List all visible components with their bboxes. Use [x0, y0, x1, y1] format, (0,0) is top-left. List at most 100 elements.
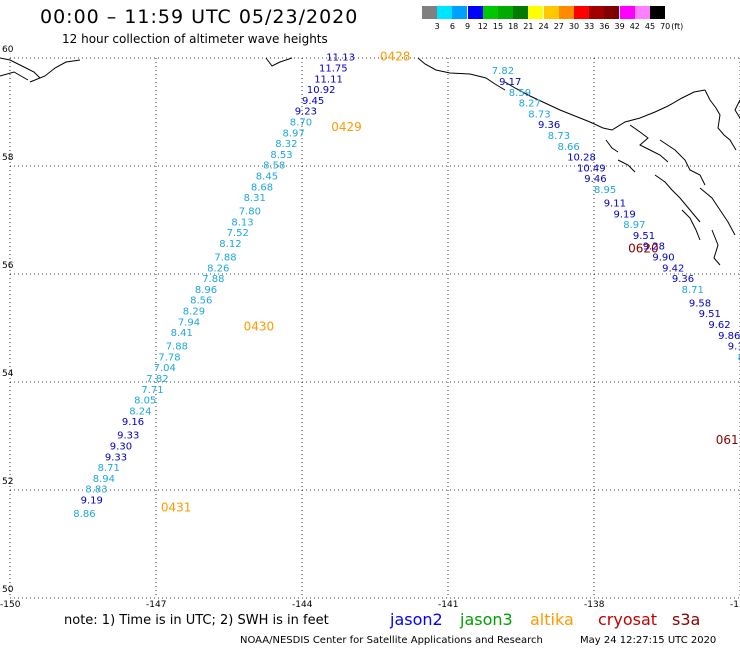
legend-tick-label: 36 — [599, 22, 610, 31]
wave-height-label: 9.16 — [122, 417, 144, 428]
y-tick-label: 52 — [2, 477, 14, 487]
wave-height-label: 9.46 — [584, 174, 606, 185]
wave-height-label: 10.28 — [567, 153, 596, 164]
wave-height-label: 9.58 — [689, 298, 711, 309]
legend-tick-label: 27 — [553, 22, 564, 31]
chart-title: 00:00 – 11:59 UTC 05/23/2020 — [40, 6, 359, 28]
legend-tick-label: 15 — [492, 22, 504, 31]
wave-height-label: 7.80 — [239, 207, 261, 218]
legend-tick-label: 42 — [629, 22, 640, 31]
y-tick-label: 54 — [2, 369, 14, 379]
wave-height-label: 8.68 — [251, 182, 273, 193]
wave-height-label: 8.71 — [98, 463, 120, 474]
legend-swatch — [498, 6, 513, 19]
wave-height-label: 9.33 — [105, 452, 127, 463]
wave-height-label: 7.71 — [141, 385, 163, 396]
coastline-segment — [734, 99, 740, 119]
wave-height-label: 8.58 — [263, 161, 285, 172]
legend-unit: (ft) — [671, 22, 684, 31]
y-tick-label: 50 — [2, 585, 14, 595]
legend-tick-label: 9 — [465, 22, 471, 31]
legend-tick-label: 18 — [508, 22, 519, 31]
x-tick-label: -144 — [292, 600, 313, 610]
time-stamp-label: 0428 — [380, 50, 411, 64]
coastline-segment — [681, 209, 701, 241]
wave-height-label: 10.92 — [307, 85, 336, 96]
wave-height-label: 9.36 — [672, 274, 694, 285]
wave-height-label: 8.96 — [195, 285, 217, 296]
coastline-segment — [699, 187, 736, 236]
coastline-segment — [417, 57, 506, 91]
coastline-segment — [711, 229, 721, 266]
time-stamp-label: 0620 — [628, 241, 659, 255]
wave-height-label: 9.90 — [652, 253, 674, 264]
wave-height-label: 8.70 — [290, 118, 312, 129]
data-points: 11.1311.7511.1110.929.459.238.708.978.32… — [73, 50, 740, 520]
coastline-segment — [0, 57, 81, 83]
wave-height-label: 9.42 — [662, 263, 684, 274]
coastline-segment — [602, 89, 706, 131]
wave-height-label: 11.11 — [314, 74, 343, 85]
wave-height-label: 9.17 — [499, 77, 521, 88]
coastline-segment — [617, 159, 636, 173]
satellite-label: jason2 — [390, 610, 443, 629]
wave-height-label: 8.83 — [85, 485, 107, 496]
wave-height-label: 9.11 — [604, 199, 626, 210]
x-tick-label: -141 — [438, 600, 459, 610]
legend-tick-label: 6 — [449, 22, 455, 31]
wave-height-label: 9.86 — [718, 331, 740, 342]
time-stamp-label: 0429 — [331, 120, 362, 134]
legend-swatch — [422, 6, 437, 19]
wave-height-label: 7.78 — [158, 352, 180, 363]
wave-height-label: 8.29 — [183, 307, 205, 318]
legend-swatch — [558, 6, 574, 19]
x-tick-label: -138 — [584, 600, 605, 610]
x-tick-label: -150 — [0, 600, 21, 610]
legend-swatch — [619, 6, 635, 19]
timestamp: May 24 12:27:15 UTC 2020 — [580, 635, 717, 646]
y-tick-label: 60 — [2, 45, 14, 55]
wave-height-label: 7.04 — [154, 363, 176, 374]
wave-height-label: 9.51 — [633, 231, 655, 242]
wave-height-label: 10.49 — [577, 163, 606, 174]
coastline-segment — [629, 124, 669, 163]
coastline-segment — [659, 139, 706, 186]
y-tick-label: 56 — [2, 261, 14, 271]
wave-height-label: 8.26 — [207, 263, 229, 274]
wave-height-label: 7.88 — [202, 274, 224, 285]
satellite-label: cryosat — [598, 610, 658, 629]
coastline-segment — [265, 57, 293, 67]
wave-height-label: 8.59 — [509, 88, 531, 99]
legend-swatch — [437, 6, 453, 19]
wave-height-label: 8.97 — [283, 128, 305, 139]
legend-tick-label: 12 — [477, 22, 488, 31]
wave-height-label: 7.88 — [166, 342, 188, 353]
legend-tick-label: 24 — [538, 22, 549, 31]
wave-height-label: 8.53 — [270, 150, 292, 161]
legend-swatch — [650, 6, 665, 19]
legend-swatch — [634, 6, 650, 19]
wave-height-label: 8.12 — [219, 239, 241, 250]
wave-height-label: 8.27 — [519, 99, 541, 110]
legend-tick-label: 45 — [644, 22, 656, 31]
wave-height-label: 8.24 — [129, 406, 151, 417]
legend-swatch — [543, 6, 559, 19]
legend-swatch — [574, 6, 589, 19]
wave-height-label: 9.28 — [643, 242, 665, 253]
wave-height-label: 9.19 — [614, 209, 636, 220]
legend-swatch — [604, 6, 620, 19]
wave-height-label: 8.31 — [244, 193, 266, 204]
time-stamp-label: 0430 — [244, 320, 275, 334]
wave-height-label: 9.19 — [81, 496, 103, 507]
footer-note: note: 1) Time is in UTC; 2) SWH is in fe… — [64, 613, 329, 628]
wave-height-label: 9.36 — [538, 120, 560, 131]
y-tick-label: 58 — [2, 153, 14, 163]
wave-height-label: 8.56 — [190, 296, 212, 307]
wave-height-label: 8.95 — [594, 185, 616, 196]
wave-height-label: 11.75 — [319, 64, 348, 75]
wave-height-label: 9.23 — [295, 107, 317, 118]
legend-tick-label: 3 — [434, 22, 440, 31]
coastline-segment — [704, 89, 737, 151]
wave-height-label: 7.94 — [178, 317, 200, 328]
